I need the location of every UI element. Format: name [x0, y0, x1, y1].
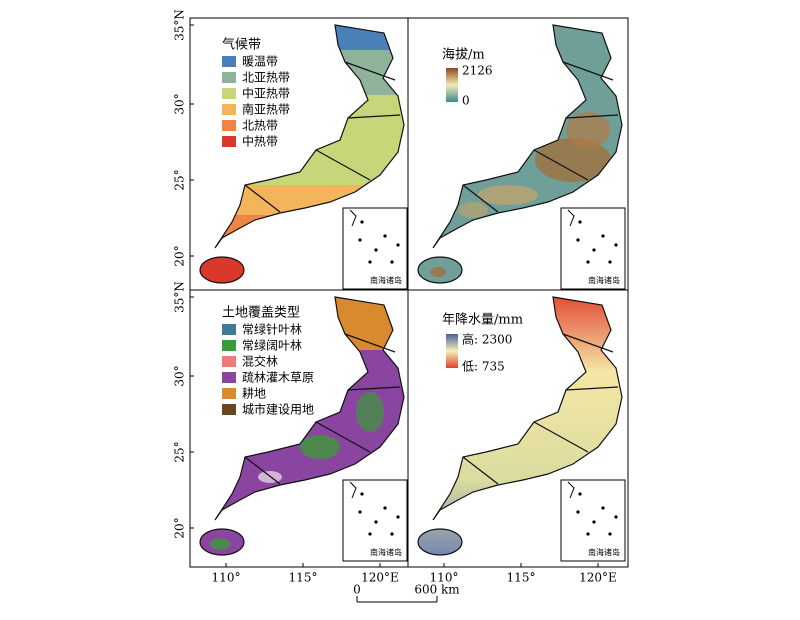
legend-swatch: [222, 404, 236, 415]
coast: [349, 209, 357, 227]
scale-end: 600 km: [414, 583, 460, 597]
legend-label: 城市建设用地: [242, 402, 314, 417]
colorbar-label: 低: 735: [462, 360, 505, 374]
island: [383, 234, 387, 238]
inset: 南海诸岛: [560, 207, 626, 290]
island: [592, 248, 596, 252]
inset: 南海诸岛: [560, 479, 626, 562]
island: [374, 520, 378, 524]
island: [608, 260, 612, 264]
scale-bar: [356, 596, 438, 603]
legend-label: 中亚热带: [242, 86, 290, 101]
island: [396, 515, 400, 519]
elevation-colorbar: [446, 68, 458, 102]
island: [578, 220, 582, 224]
colorbar-label: 2126: [462, 64, 493, 78]
legend-label: 疏林灌木草原: [242, 370, 314, 385]
island: [614, 243, 618, 247]
lon-label: 115°: [507, 571, 536, 585]
island: [383, 506, 387, 510]
island: [576, 238, 580, 242]
lat-label: 25°: [173, 441, 187, 462]
island: [592, 520, 596, 524]
legend-label: 北热带: [242, 119, 278, 133]
legend-swatch: [222, 120, 236, 131]
colorbar-label: 0: [462, 94, 470, 108]
inset: 南海诸岛: [342, 479, 408, 562]
legend-title: 气候带: [222, 37, 261, 53]
legend-label: 暖温带: [242, 55, 278, 69]
island: [390, 532, 394, 536]
lat-label: 30°: [173, 365, 187, 386]
scale-start: 0: [353, 583, 361, 597]
island: [374, 248, 378, 252]
island: [601, 506, 605, 510]
island: [390, 260, 394, 264]
lat-label: 20°: [173, 517, 187, 538]
island: [360, 492, 364, 496]
island: [358, 510, 362, 514]
coast: [349, 481, 357, 499]
legend-title: 土地覆盖类型: [222, 306, 300, 321]
panel-frames: [189, 17, 629, 568]
island: [578, 492, 582, 496]
legend-title: 年降水量/mm: [442, 313, 523, 328]
legend-label: 中热带: [242, 134, 278, 149]
island: [368, 260, 372, 264]
lat-label: 30°: [173, 93, 187, 114]
lon-label: 110°: [430, 571, 459, 585]
legend-swatch: [222, 372, 236, 383]
legend-swatch: [222, 104, 236, 115]
lon-label: 120°E: [579, 571, 617, 585]
inset-label: 南海诸岛: [588, 275, 620, 285]
lon-label: 120°E: [361, 571, 399, 585]
inset-label: 南海诸岛: [588, 547, 620, 557]
legend-label: 耕地: [242, 386, 266, 401]
legend-label: 南亚热带: [242, 102, 290, 117]
island: [368, 532, 372, 536]
island: [360, 220, 364, 224]
legend-label: 北亚热带: [242, 71, 290, 85]
colorbar-label: 高: 2300: [462, 332, 512, 347]
island: [586, 532, 590, 536]
legend-swatch: [222, 340, 236, 351]
lat-label: 35°N: [173, 281, 187, 313]
legend-label: 常绿针叶林: [242, 322, 302, 337]
legend-swatch: [222, 56, 236, 67]
legend-swatch: [222, 72, 236, 83]
legend-label: 混交林: [242, 354, 278, 369]
legend-swatch: [222, 388, 236, 399]
island: [608, 532, 612, 536]
inset-label: 南海诸岛: [370, 275, 402, 285]
lat-label: 25°: [173, 169, 187, 190]
island: [396, 243, 400, 247]
legend-label: 常绿阔叶林: [242, 338, 302, 353]
island: [576, 510, 580, 514]
lon-label: 115°: [289, 571, 318, 585]
lat-label: 20°: [173, 245, 187, 266]
coast: [567, 481, 575, 499]
legend-title: 海拔/m: [442, 48, 485, 63]
island: [586, 260, 590, 264]
legend-swatch: [222, 136, 236, 147]
inset-label: 南海诸岛: [370, 547, 402, 557]
legend-swatch: [222, 88, 236, 99]
precip-colorbar: [446, 334, 458, 368]
island: [358, 238, 362, 242]
island: [614, 515, 618, 519]
coast: [567, 209, 575, 227]
lat-label: 35°N: [173, 9, 187, 41]
inset: 南海诸岛: [342, 207, 408, 290]
lon-label: 110°: [212, 571, 241, 585]
legend-swatch: [222, 356, 236, 367]
legend-swatch: [222, 324, 236, 335]
island: [601, 234, 605, 238]
